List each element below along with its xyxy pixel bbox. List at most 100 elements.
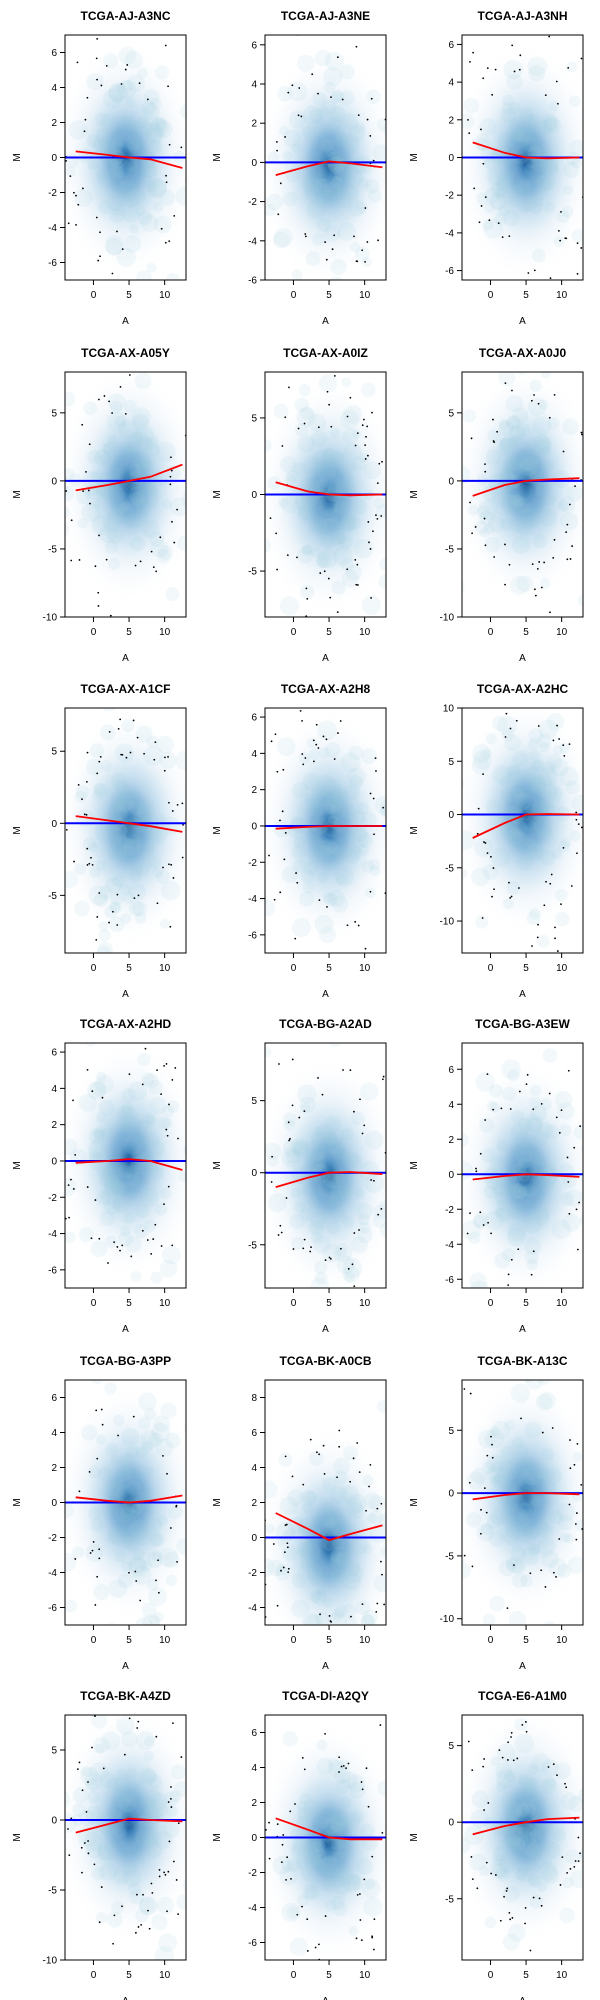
density-blob: [310, 1836, 323, 1849]
density-blob: [489, 1102, 501, 1113]
density-blob: [400, 164, 413, 177]
density-blob: [380, 805, 386, 819]
density-blob: [105, 1442, 119, 1456]
density-blob: [141, 1149, 153, 1162]
density-blob: [528, 728, 544, 744]
outlier-point: [289, 1137, 291, 1140]
outlier-point: [185, 627, 187, 629]
x-tick-label: 10: [556, 627, 568, 638]
density-blob: [466, 1471, 485, 1490]
density-blob: [499, 437, 513, 451]
outlier-point: [73, 191, 75, 194]
outlier-point: [338, 1445, 341, 1448]
density-blob: [278, 497, 289, 508]
x-axis-label: A: [322, 989, 329, 1000]
outlier-point: [164, 44, 167, 47]
density-blob: [143, 441, 160, 458]
outlier-point: [87, 489, 90, 492]
outlier-point: [509, 727, 512, 730]
density-blob: [545, 1467, 563, 1485]
outlier-point: [393, 577, 395, 579]
outlier-point: [494, 1874, 497, 1876]
outlier-point: [403, 675, 405, 677]
density-blob: [491, 1460, 504, 1473]
outlier-point: [101, 1096, 104, 1099]
density-blob: [272, 1856, 291, 1875]
density-blob: [350, 844, 361, 856]
density-blob: [373, 497, 385, 509]
density-blob: [577, 594, 583, 607]
outlier-point: [508, 563, 511, 566]
density-blob: [514, 127, 531, 143]
density-blob: [489, 1595, 505, 1612]
density-blob: [309, 1590, 322, 1603]
density-blob: [516, 422, 530, 437]
outlier-point: [319, 572, 322, 574]
density-blob: [314, 193, 326, 205]
density-blob: [340, 557, 355, 572]
density-blob: [469, 1853, 487, 1871]
density-blob: [500, 494, 517, 510]
density-blob: [148, 485, 160, 496]
density-blob: [329, 1485, 349, 1505]
outlier-point: [356, 432, 359, 435]
density-blob: [514, 126, 534, 146]
outlier-point: [86, 847, 89, 850]
outlier-point: [376, 1602, 379, 1605]
density-blob: [342, 428, 359, 445]
density-blob: [322, 1847, 338, 1862]
y-tick-label: -6: [48, 1265, 57, 1276]
density-blob: [345, 1812, 361, 1828]
density-blob: [333, 1868, 345, 1880]
density-blob: [330, 258, 347, 276]
x-tick-label: 5: [523, 1635, 529, 1646]
density-blob: [121, 784, 137, 800]
density-blob: [146, 1578, 159, 1591]
density-blob: [126, 74, 145, 92]
density-blob: [137, 436, 154, 453]
density-blob: [124, 1165, 140, 1180]
density-blob: [117, 502, 129, 514]
y-tick-label: 2: [448, 115, 454, 126]
outlier-point: [180, 1756, 183, 1758]
outlier-point: [284, 136, 286, 138]
density-blob: [113, 1414, 125, 1427]
density-blob: [328, 1759, 347, 1778]
density-blob: [542, 1468, 556, 1482]
density-blob: [316, 845, 333, 861]
density-blob: [503, 59, 524, 80]
outlier-point: [573, 1463, 576, 1466]
density-blob: [147, 177, 167, 197]
outlier-point: [518, 887, 520, 889]
density-blob: [342, 1265, 360, 1284]
density-blob: [336, 1183, 353, 1200]
density-blob: [134, 860, 150, 877]
outlier-point: [544, 1586, 547, 1588]
density-blob: [93, 782, 106, 796]
outlier-point: [309, 1438, 312, 1441]
density-blob: [516, 484, 533, 501]
density-blob: [527, 56, 548, 77]
outlier-point: [91, 1746, 93, 1749]
outlier-point: [364, 458, 367, 460]
outlier-point: [116, 893, 119, 896]
outlier-point: [187, 830, 189, 832]
x-tick-label: 0: [488, 627, 494, 638]
density-blob: [103, 440, 122, 459]
outlier-point: [477, 807, 480, 810]
density-blob: [505, 1829, 522, 1846]
density-blob: [333, 1470, 349, 1486]
density-blob: [584, 154, 594, 164]
outlier-point: [137, 1720, 140, 1723]
density-blob: [315, 1123, 334, 1142]
loess-curve: [75, 1817, 183, 1834]
outlier-point: [278, 1063, 280, 1065]
density-blob: [121, 1861, 138, 1877]
density-blob: [122, 825, 141, 844]
outlier-point: [306, 1037, 308, 1039]
density-blob: [382, 122, 386, 137]
outlier-point: [128, 374, 131, 376]
density-blob: [131, 1501, 145, 1515]
outlier-point: [99, 755, 102, 758]
y-tick-label: 6: [251, 1428, 257, 1439]
